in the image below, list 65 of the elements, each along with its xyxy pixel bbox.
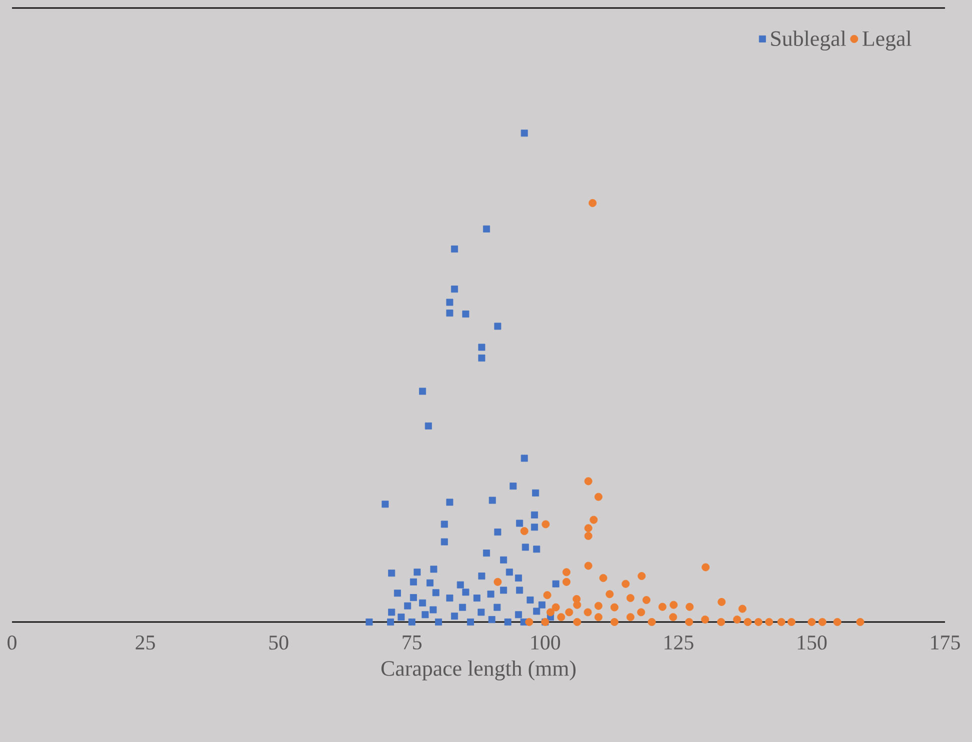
x-tick-label: 75 xyxy=(402,636,422,650)
point xyxy=(637,608,646,616)
point xyxy=(833,618,842,626)
point xyxy=(754,618,762,626)
point xyxy=(765,618,774,626)
point xyxy=(546,608,554,616)
point xyxy=(494,578,502,586)
point xyxy=(562,578,570,586)
point xyxy=(808,618,816,626)
point xyxy=(573,600,582,609)
point xyxy=(588,199,597,208)
point xyxy=(818,618,826,626)
point xyxy=(717,618,726,626)
point xyxy=(701,616,710,624)
point xyxy=(562,568,570,576)
point xyxy=(594,602,602,610)
x-tick-label: 150 xyxy=(798,636,827,650)
point xyxy=(610,618,618,626)
x-axis-title: Carapace length (mm) xyxy=(381,660,576,680)
x-tick-label: 25 xyxy=(136,636,155,650)
point xyxy=(525,618,534,626)
point xyxy=(685,618,694,626)
point xyxy=(670,600,678,609)
point xyxy=(606,590,614,598)
point xyxy=(584,477,592,486)
point xyxy=(557,613,566,622)
point xyxy=(787,618,796,626)
point xyxy=(584,532,592,540)
point xyxy=(590,516,598,524)
point xyxy=(573,618,582,626)
point xyxy=(542,520,550,528)
x-tick-label: 0 xyxy=(8,636,16,650)
x-tick-label: 50 xyxy=(269,636,288,650)
x-tick-label: 175 xyxy=(931,636,960,650)
point xyxy=(702,563,710,572)
point xyxy=(552,603,560,612)
point xyxy=(718,598,726,606)
point xyxy=(584,524,592,532)
point xyxy=(738,604,746,613)
point xyxy=(565,608,574,616)
point xyxy=(638,572,646,580)
point xyxy=(669,613,678,622)
legend-label: Sublegal xyxy=(771,30,846,51)
point xyxy=(856,618,864,626)
point xyxy=(626,613,634,622)
point xyxy=(733,616,742,624)
legend-label: Legal xyxy=(862,30,912,51)
point xyxy=(744,618,752,626)
point xyxy=(777,618,786,626)
x-tick-label: 100 xyxy=(531,636,560,650)
point xyxy=(599,574,608,582)
point xyxy=(543,591,552,600)
point xyxy=(626,594,634,602)
point xyxy=(642,596,650,604)
x-tick-label: 125 xyxy=(664,636,694,650)
point xyxy=(610,603,618,612)
point xyxy=(520,527,528,536)
point xyxy=(584,608,592,616)
point xyxy=(622,580,630,588)
point xyxy=(648,618,656,626)
point xyxy=(594,492,602,501)
point xyxy=(658,602,666,611)
point xyxy=(594,613,602,622)
point xyxy=(584,562,592,570)
point xyxy=(686,602,694,611)
